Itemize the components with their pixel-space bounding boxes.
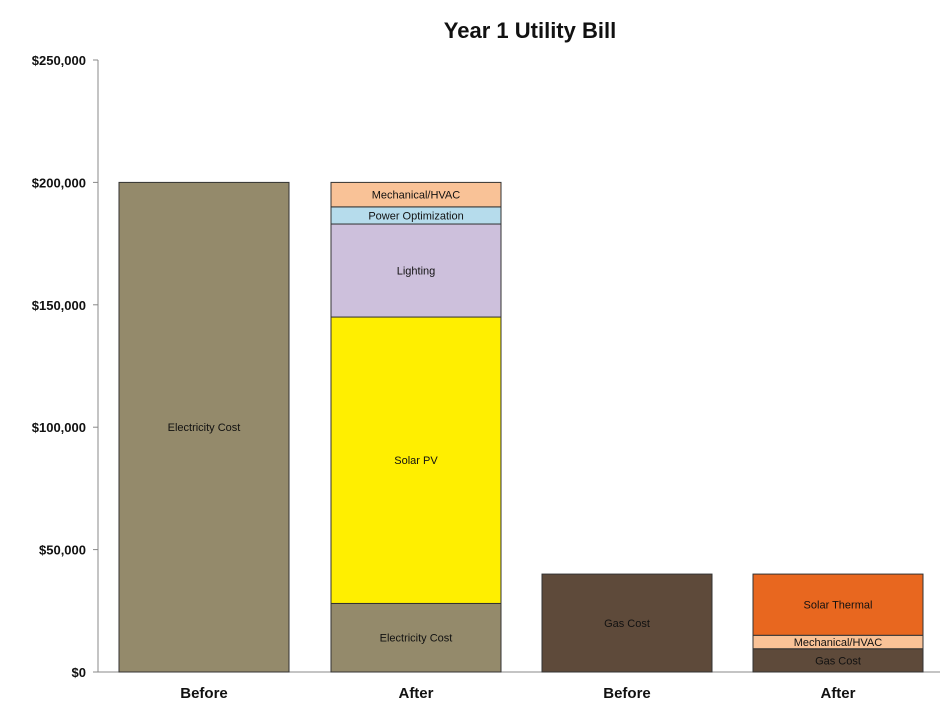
segment-label: Mechanical/HVAC: [372, 190, 460, 202]
bar-segment: [330, 602, 502, 673]
y-tick-label: $150,000: [32, 298, 86, 313]
y-axis-ticks: $0 $50,000 $100,000 $150,000 $200,000 $250,00…: [32, 53, 98, 680]
segment-label: Solar PV: [394, 455, 438, 467]
segment-label: Mechanical/HVAC: [794, 637, 882, 649]
segment-label: Gas Cost: [815, 655, 861, 667]
bars-group: Electricity Cost Electricity Cost Solar PV…: [118, 181, 924, 673]
segment-label: Electricity Cost: [380, 633, 453, 645]
x-category-label: After: [398, 685, 433, 702]
bar-segment: [541, 573, 713, 673]
bar-segment: [118, 181, 290, 673]
x-category-label: Before: [180, 685, 228, 702]
y-tick-label: $250,000: [32, 53, 86, 68]
bar-segment: [330, 181, 502, 208]
segment-label: Solar Thermal: [804, 600, 873, 612]
segment-label: Gas Cost: [604, 618, 650, 630]
y-tick-label: $0: [72, 665, 86, 680]
bar-segment: [330, 223, 502, 318]
y-tick-label: $200,000: [32, 175, 86, 190]
bar-segment: [752, 573, 924, 636]
chart-title: Year 1 Utility Bill: [444, 18, 616, 43]
y-tick-label: $100,000: [32, 420, 86, 435]
x-category-label: Before: [603, 685, 651, 702]
y-tick-label: $50,000: [39, 543, 86, 558]
x-category-label: After: [820, 685, 855, 702]
x-axis-labels: Before After Before After: [180, 685, 855, 702]
segment-label: Electricity Cost: [168, 422, 241, 434]
segment-label: Power Optimization: [368, 210, 463, 222]
bar-segment: [330, 316, 502, 604]
segment-label: Lighting: [397, 266, 436, 278]
